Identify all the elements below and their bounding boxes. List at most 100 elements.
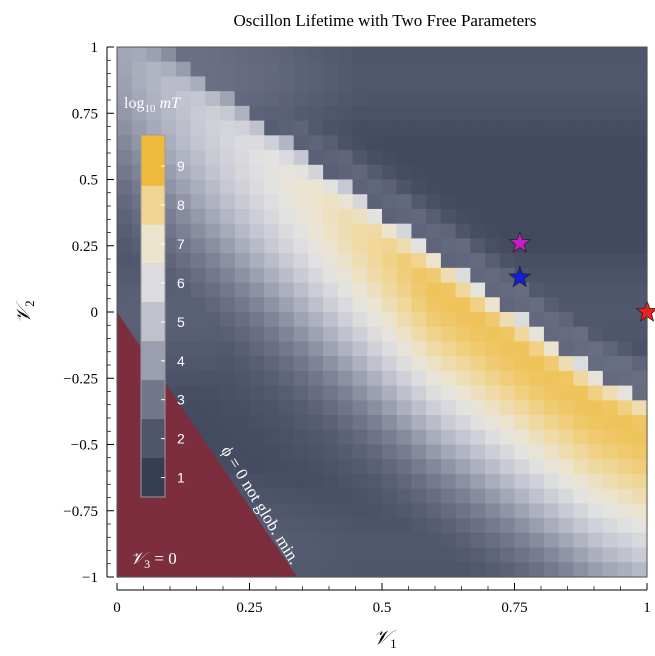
heatmap-cell — [190, 297, 206, 313]
heatmap-cell — [278, 164, 295, 181]
heatmap-cell — [602, 253, 619, 269]
heatmap-cell — [440, 267, 457, 284]
heatmap-cell — [588, 179, 604, 195]
heatmap-cell — [514, 164, 530, 181]
heatmap-cell — [249, 91, 265, 107]
heatmap-cell — [337, 267, 354, 284]
heatmap-cell — [337, 91, 354, 107]
heatmap-cell — [278, 253, 295, 269]
heatmap-cell — [367, 47, 383, 63]
heatmap-cell — [234, 179, 251, 195]
heatmap-cell — [440, 459, 457, 475]
heatmap-cell — [367, 444, 383, 460]
heatmap-cell — [411, 208, 427, 225]
heatmap-cell — [514, 415, 530, 431]
heatmap-cell — [382, 76, 398, 92]
heatmap-cell — [249, 238, 265, 254]
heatmap-cell — [205, 341, 221, 357]
heatmap-cell — [632, 120, 648, 136]
heatmap-cell — [543, 120, 560, 136]
heatmap-cell — [190, 370, 206, 387]
heatmap-cell — [426, 429, 442, 446]
heatmap-cell — [323, 356, 339, 372]
heatmap-cell — [411, 341, 427, 357]
heatmap-cell — [131, 105, 148, 122]
heatmap-cell — [529, 503, 545, 519]
heatmap-cell — [499, 135, 516, 151]
heatmap-cell — [264, 76, 280, 92]
heatmap-cell — [278, 194, 295, 210]
heatmap-cell — [617, 488, 633, 504]
heatmap-cell — [470, 194, 486, 210]
heatmap-cell — [632, 164, 648, 181]
heatmap-cell — [190, 253, 206, 269]
heatmap-cell — [234, 267, 251, 284]
heatmap-cell — [396, 503, 413, 519]
heatmap-cell — [117, 297, 133, 313]
heatmap-cell — [573, 76, 589, 92]
heatmap-cell — [308, 385, 324, 401]
heatmap-cell — [278, 238, 295, 254]
heatmap-cell — [558, 473, 574, 490]
heatmap-cell — [543, 208, 560, 225]
heatmap-cell — [455, 385, 471, 401]
heatmap-cell — [234, 47, 251, 63]
heatmap-cell — [440, 194, 457, 210]
heatmap-cell — [602, 532, 619, 549]
heatmap-cell — [573, 518, 589, 534]
heatmap-cell — [220, 164, 236, 181]
heatmap-cell — [588, 326, 604, 343]
heatmap-cell — [632, 238, 648, 254]
heatmap-cell — [308, 518, 324, 534]
heatmap-cell — [440, 238, 457, 254]
heatmap-cell — [264, 238, 280, 254]
heatmap-cell — [455, 253, 471, 269]
heatmap-cell — [117, 91, 133, 107]
heatmap-cell — [573, 61, 589, 78]
heatmap-cell — [220, 208, 236, 225]
heatmap-cell — [529, 444, 545, 460]
heatmap-cell — [396, 297, 413, 313]
heatmap-cell — [234, 76, 251, 92]
heatmap-cell — [573, 312, 589, 328]
heatmap-cell — [617, 135, 633, 151]
heatmap-cell — [514, 282, 530, 298]
heatmap-cell — [264, 326, 280, 343]
heatmap-cell — [308, 370, 324, 387]
heatmap-cell — [514, 518, 530, 534]
heatmap-cell — [632, 370, 648, 387]
heatmap-cell — [117, 61, 133, 78]
heatmap-cell — [617, 444, 633, 460]
heatmap-cell — [411, 400, 427, 416]
heatmap-cell — [337, 282, 354, 298]
heatmap-cell — [396, 356, 413, 372]
heatmap-cell — [190, 341, 206, 357]
heatmap-cell — [617, 326, 633, 343]
heatmap-cell — [396, 488, 413, 504]
heatmap-cell — [514, 105, 530, 122]
heatmap-cell — [426, 341, 442, 357]
heatmap-cell — [367, 208, 383, 225]
heatmap-cell — [543, 400, 560, 416]
heatmap-cell — [543, 47, 560, 63]
heatmap-cell — [367, 76, 383, 92]
heatmap-cell — [588, 164, 604, 181]
heatmap-cell — [529, 105, 545, 122]
heatmap-cell — [485, 370, 501, 387]
heatmap-cell — [558, 385, 574, 401]
heatmap-cell — [455, 61, 471, 78]
heatmap-cell — [308, 91, 324, 107]
heatmap-cell — [426, 400, 442, 416]
heatmap-cell — [470, 150, 486, 166]
heatmap-cell — [514, 532, 530, 549]
heatmap-cell — [396, 238, 413, 254]
heatmap-cell — [514, 503, 530, 519]
heatmap-cell — [455, 91, 471, 107]
heatmap-cell — [308, 297, 324, 313]
heatmap-cell — [485, 326, 501, 343]
heatmap-cell — [529, 194, 545, 210]
heatmap-cell — [470, 267, 486, 284]
heatmap-cell — [455, 282, 471, 298]
heatmap-cell — [411, 518, 427, 534]
heatmap-cell — [396, 47, 413, 63]
